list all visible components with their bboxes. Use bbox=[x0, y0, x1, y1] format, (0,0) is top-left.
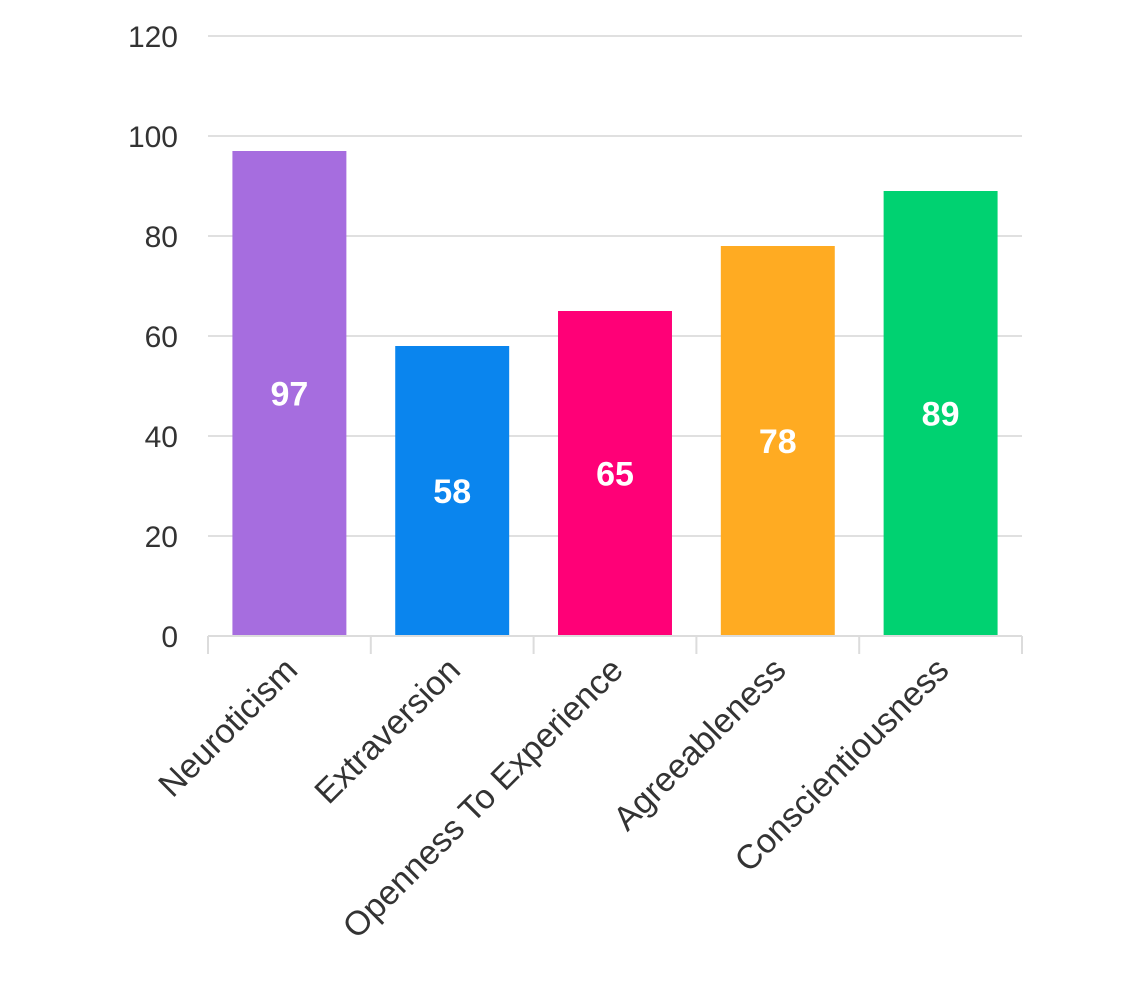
y-axis: 0 20 40 60 80 100 120 bbox=[128, 21, 178, 654]
data-label: 58 bbox=[433, 473, 471, 511]
y-tick-label: 100 bbox=[128, 121, 178, 154]
data-label: 97 bbox=[270, 376, 308, 414]
bar bbox=[720, 246, 835, 636]
y-tick-label: 0 bbox=[161, 621, 178, 654]
y-tick-label: 80 bbox=[145, 221, 178, 254]
data-label: 65 bbox=[596, 456, 634, 494]
bar bbox=[558, 311, 672, 636]
y-tick-label: 40 bbox=[145, 421, 178, 454]
bar bbox=[232, 151, 347, 636]
x-tick-label: Extraversion bbox=[307, 651, 467, 811]
bars bbox=[232, 151, 998, 636]
y-tick-label: 60 bbox=[145, 321, 178, 354]
y-tick-label: 120 bbox=[128, 21, 178, 54]
bar bbox=[883, 191, 998, 636]
y-tick-label: 20 bbox=[145, 521, 178, 554]
data-label: 89 bbox=[922, 396, 960, 434]
data-label: 78 bbox=[759, 423, 797, 461]
x-tick-label: Openness To Experience bbox=[336, 651, 631, 946]
data-labels: 97 58 65 78 89 bbox=[270, 376, 959, 512]
bar bbox=[395, 346, 510, 636]
x-tick-label: Neuroticism bbox=[151, 651, 305, 805]
x-tick-label: Agreeableness bbox=[606, 651, 793, 838]
